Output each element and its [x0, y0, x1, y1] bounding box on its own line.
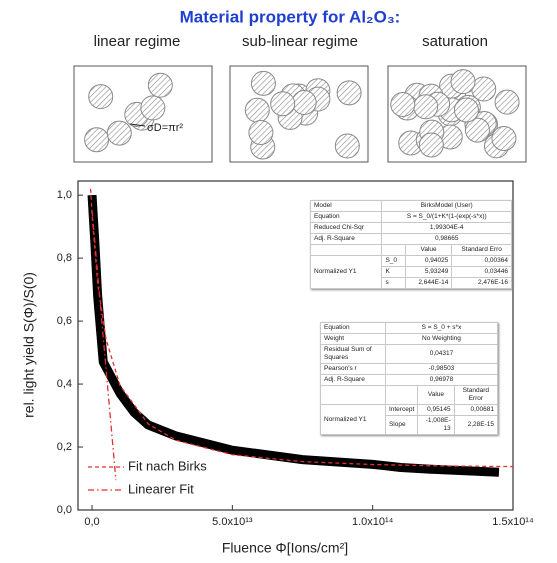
- particle: [244, 97, 270, 123]
- annotation: σD=πr²: [147, 122, 183, 134]
- table-cell: Value: [417, 385, 455, 405]
- particle: [147, 72, 173, 98]
- particle: [494, 89, 520, 115]
- table-cell: 2,644E-14: [404, 277, 453, 289]
- fit-table: Equation S = S_0 + s*x Weight No Weighting R…: [320, 322, 499, 435]
- series-line: [91, 210, 117, 481]
- table-cell: Standard Erro: [451, 244, 512, 256]
- table-cell: Value: [404, 244, 453, 256]
- x-tick-label: 1.0x10¹⁴: [352, 516, 394, 528]
- regime-label: sub-linear regime: [242, 33, 358, 50]
- table-cell: [320, 385, 386, 405]
- table-cell: 0,98665: [381, 233, 512, 245]
- table-cell: Adj. R-Square: [320, 374, 386, 386]
- y-tick-label: 0,6: [57, 315, 72, 327]
- annotation-arrow: [129, 123, 146, 127]
- table-cell: [384, 385, 419, 405]
- regime-illustrations: [73, 65, 527, 163]
- particle: [248, 120, 274, 146]
- table-cell: 0,00681: [453, 404, 499, 416]
- x-tick-label: 1.5x10¹⁴: [492, 516, 534, 528]
- table-cell: 1,99304E-4: [381, 222, 512, 234]
- table-cell: 0,95145: [417, 404, 455, 416]
- table-cell: Equation: [320, 322, 386, 334]
- table-cell: Slope: [384, 415, 419, 435]
- table-cell: Normalized Y1: [320, 404, 386, 435]
- x-tick-label: 0,0: [84, 516, 99, 528]
- legend-label: Linearer Fit: [128, 481, 194, 496]
- particle: [390, 91, 416, 117]
- table-cell: Adj. R-Square: [309, 233, 383, 245]
- table-cell: Residual Sum of Squares: [320, 344, 386, 364]
- table-cell: 0,03446: [451, 266, 512, 278]
- table-cell: Normalized Y1: [309, 255, 383, 289]
- table-cell: 2,28E-15: [453, 415, 499, 435]
- table-cell: -0,98503: [384, 363, 499, 375]
- table-cell: [309, 244, 383, 256]
- particle: [336, 80, 362, 106]
- table-cell: 2,476E-16: [451, 277, 512, 289]
- y-tick-label: 1,0: [57, 189, 72, 201]
- table-cell: -1,008E-13: [417, 415, 455, 435]
- legend-label: Fit nach Birks: [128, 458, 207, 473]
- table-cell: K: [381, 266, 406, 278]
- x-tick-label: 5.0x10¹³: [212, 516, 253, 528]
- particle: [291, 89, 317, 115]
- regime-label: saturation: [422, 33, 488, 50]
- y-tick-label: 0,4: [57, 378, 72, 390]
- table-cell: Equation: [309, 211, 383, 223]
- y-tick-label: 0,2: [57, 441, 72, 453]
- table-cell: [381, 244, 406, 256]
- particle: [84, 127, 110, 153]
- fit-table: Model BirksModel (User) Equation S = S_0/(1…: [309, 200, 512, 289]
- y-axis-title: rel. light yield S(Φ)/S(0): [21, 272, 37, 418]
- table-cell: 0,04317: [384, 344, 499, 364]
- table-cell: Weight: [320, 333, 386, 345]
- table-cell: Intercept: [384, 404, 419, 416]
- particle: [450, 69, 476, 95]
- particle: [270, 91, 296, 117]
- table-cell: S_0: [381, 255, 406, 267]
- y-tick-label: 0,8: [57, 252, 72, 264]
- particle: [464, 117, 490, 143]
- chart-title: Material property for Al₂O₃:: [180, 7, 401, 26]
- table-cell: Pearson's r: [320, 363, 386, 375]
- particle: [106, 120, 132, 146]
- table-cell: No Weighting: [384, 333, 499, 345]
- particle: [250, 70, 276, 96]
- table-cell: 0,94025: [404, 255, 453, 267]
- particle: [334, 133, 360, 159]
- particle: [491, 126, 517, 152]
- table-cell: Reduced Chi-Sqr: [309, 222, 383, 234]
- table-cell: Standard Error: [453, 385, 499, 405]
- particle: [88, 84, 114, 110]
- table-cell: BirksModel (User): [381, 200, 512, 212]
- table-cell: S = S_0 + s*x: [384, 322, 499, 334]
- series-line: [89, 188, 513, 468]
- plot-frame: [77, 180, 514, 511]
- table-cell: Model: [309, 200, 383, 212]
- particle: [140, 95, 166, 121]
- table-cell: 0,96978: [384, 374, 499, 386]
- particle: [453, 97, 479, 123]
- table-cell: 0,00364: [451, 255, 512, 267]
- table-cell: s: [381, 277, 406, 289]
- table-cell: S = S_0/(1+K*(1-(exp(-s*x)): [381, 211, 512, 223]
- regime-label: linear regime: [94, 33, 181, 50]
- x-axis-title: Fluence Φ[Ions/cm²]: [222, 540, 348, 556]
- y-tick-label: 0,0: [57, 504, 72, 516]
- table-cell: 5,93249: [404, 266, 453, 278]
- particle: [418, 132, 444, 158]
- series-line: [87, 194, 500, 477]
- particle: [413, 94, 439, 120]
